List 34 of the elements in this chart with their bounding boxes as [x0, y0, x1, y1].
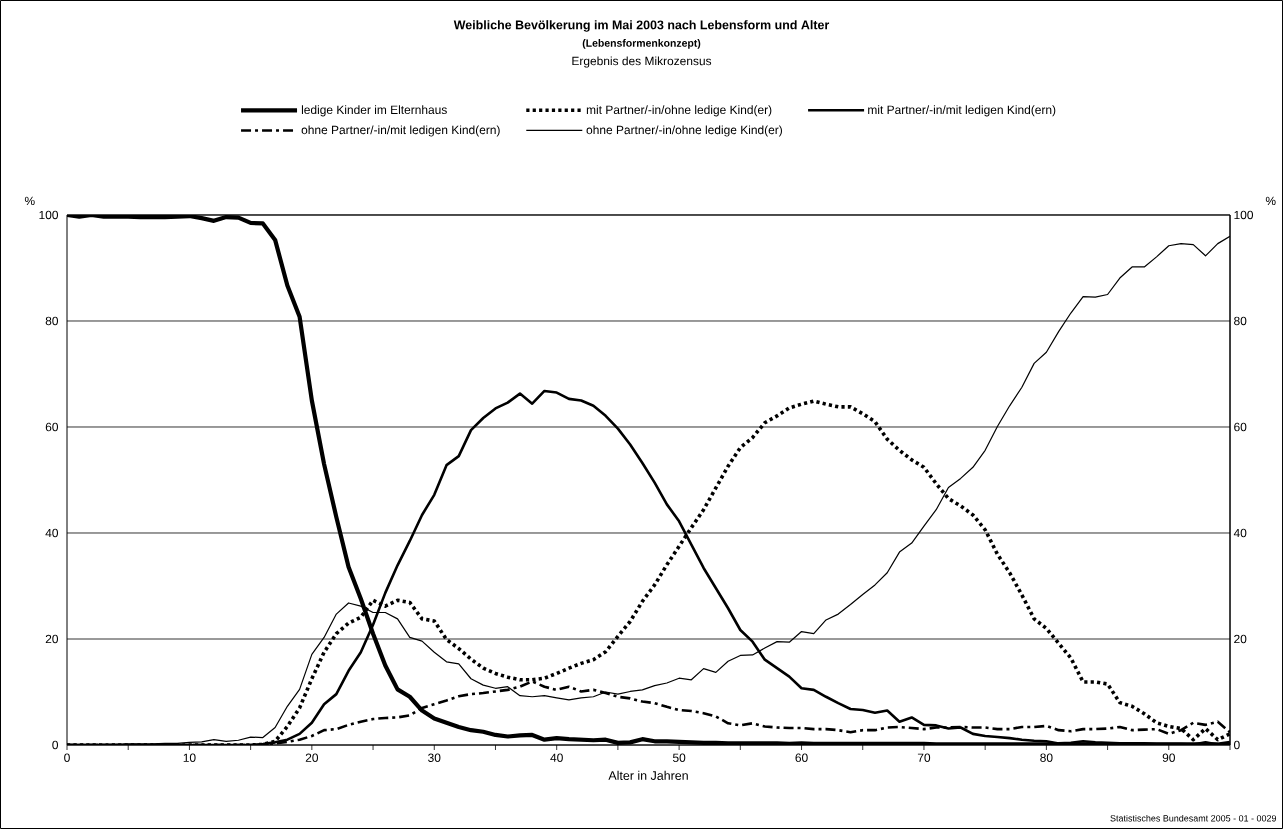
text: Statistisches Bundesamt 2005 - 01 - 0029	[1110, 814, 1277, 822]
x-tick-label: 70	[917, 753, 931, 762]
y2-tick-label: 20	[1234, 634, 1247, 644]
legend-label: mit Partner/-in/mit ledigen Kind(ern)	[868, 105, 1056, 117]
y-axis-title: %	[24, 196, 35, 206]
y-tick-label: 20	[45, 634, 59, 644]
y-tick-label: 60	[45, 422, 59, 432]
x-tick-label: 50	[672, 753, 686, 762]
x-tick-label: 60	[795, 753, 808, 762]
y2-tick-label: 100	[1234, 210, 1254, 220]
chart-subtitle: (Lebensformenkonzept)	[582, 39, 701, 49]
x-tick-label: 0	[64, 753, 70, 762]
chart-title: Weibliche Bevölkerung im Mai 2003 nach Lebensform und Alter	[453, 20, 830, 32]
y2-tick-label: 80	[1234, 316, 1247, 326]
legend-label: ohne Partner/-in/mit ledigen Kind(ern)	[301, 125, 500, 137]
x-tick-label: 40	[550, 753, 563, 762]
text: Ergebnis des Mikrozensus	[572, 56, 712, 68]
x-tick-label: 90	[1162, 753, 1175, 762]
y-tick-label: 80	[45, 316, 59, 326]
legend-label: ledige Kinder im Elternhaus	[301, 105, 447, 117]
y-tick-label: 100	[39, 210, 59, 220]
y2-tick-label: 60	[1234, 422, 1247, 432]
y2-tick-label: 40	[1233, 528, 1247, 538]
x-tick-label: 80	[1040, 753, 1053, 762]
y-tick-label: 40	[45, 528, 59, 538]
y2-tick-label: 0	[1234, 740, 1240, 750]
x-tick-label: 30	[428, 753, 441, 762]
legend-label: mit Partner/-in/ohne ledige Kind(er)	[586, 105, 772, 117]
x-tick-label: 20	[305, 753, 319, 762]
x-axis-title: Alter in Jahren	[608, 770, 688, 780]
y2-axis-title: %	[1265, 196, 1276, 206]
legend-label: ohne Partner/-in/ohne ledige Kind(er)	[586, 125, 782, 137]
y-tick-label: 0	[52, 740, 59, 750]
x-tick-label: 10	[183, 753, 196, 762]
